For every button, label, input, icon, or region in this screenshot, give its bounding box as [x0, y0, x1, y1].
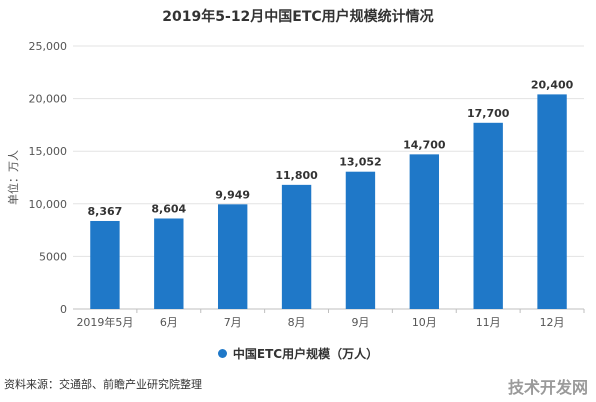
- x-tick-label: 11月: [476, 316, 501, 329]
- x-tick-label: 6月: [160, 316, 178, 329]
- chart-title: 2019年5-12月中国ETC用户规模统计情况: [162, 9, 434, 25]
- data-label: 8,604: [151, 202, 186, 215]
- data-label: 9,949: [215, 188, 250, 201]
- y-tick-label: 10,000: [29, 198, 68, 211]
- bar: [154, 218, 184, 309]
- bar-chart: 0 5000 10,000 15,000 20,000 25,000 单位：万人 8,367 2…: [6, 40, 585, 329]
- bar: [90, 220, 120, 309]
- bar: [473, 122, 503, 310]
- source-note: 资料来源：交通部、前瞻产业研究院整理: [4, 378, 202, 391]
- data-label: 20,400: [531, 78, 574, 91]
- data-label: 14,700: [403, 138, 446, 151]
- y-axis-title: 单位：万人: [6, 150, 20, 205]
- legend: 中国ETC用户规模（万人）: [0, 345, 596, 362]
- x-tick-label: 7月: [224, 316, 242, 329]
- data-label: 8,367: [88, 205, 123, 218]
- watermark: 技术开发网: [507, 378, 588, 397]
- x-tick-label: 8月: [288, 316, 306, 329]
- y-tick-label: 15,000: [29, 145, 68, 158]
- bar: [281, 184, 312, 309]
- x-tick-label: 2019年5月: [76, 315, 133, 329]
- x-tick-label: 10月: [412, 316, 437, 329]
- x-tick-label: 12月: [540, 316, 565, 329]
- y-tick-label: 5000: [39, 250, 67, 263]
- bar: [345, 171, 376, 309]
- bar: [409, 154, 440, 309]
- legend-label: 中国ETC用户规模（万人）: [232, 347, 379, 361]
- legend-marker: [217, 349, 227, 358]
- x-tick-label: 9月: [351, 316, 369, 329]
- data-label: 17,700: [467, 107, 510, 120]
- y-tick-label: 20,000: [29, 93, 68, 106]
- y-tick-label: 0: [60, 303, 67, 316]
- bar: [217, 204, 248, 309]
- bar: [537, 94, 567, 309]
- data-label: 13,052: [339, 156, 381, 169]
- data-label: 11,800: [275, 169, 318, 182]
- y-tick-label: 25,000: [29, 40, 68, 53]
